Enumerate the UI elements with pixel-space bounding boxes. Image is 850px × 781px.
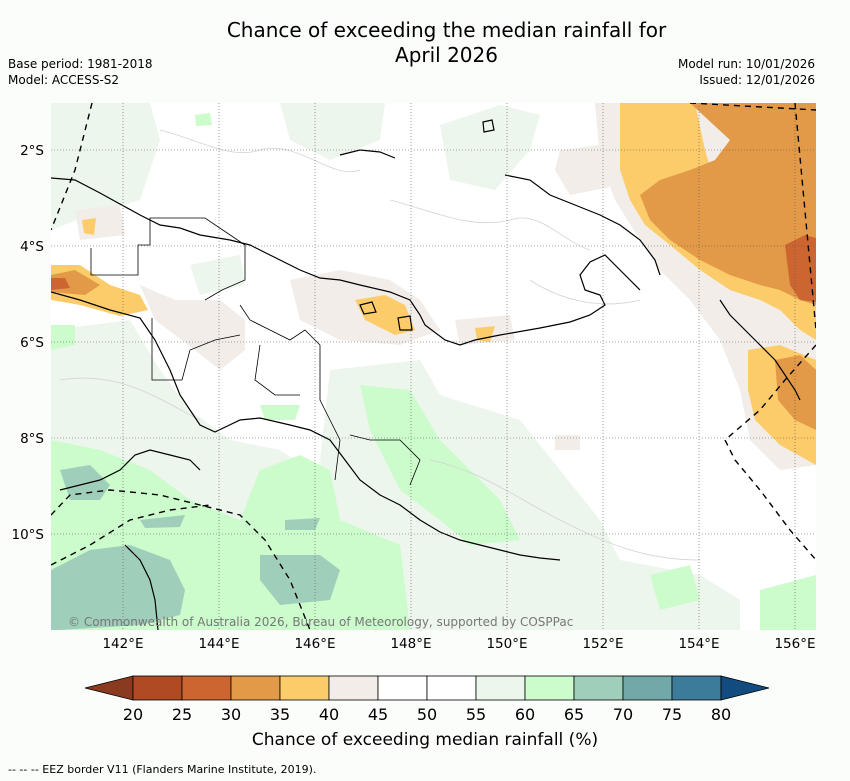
patch-65-70-sw — [51, 545, 185, 630]
colorbar-swatch — [279, 675, 330, 701]
patch-55-60-n — [280, 103, 385, 160]
graticule — [51, 103, 816, 630]
patch-60-65-west — [51, 325, 75, 350]
lat-label: 10°S — [12, 527, 45, 543]
colorbar-under-triangle — [84, 675, 134, 701]
lat-label: 4°S — [20, 239, 44, 255]
colorbar-swatch — [377, 675, 428, 701]
colorbar-swatch — [524, 675, 575, 701]
colorbar — [84, 675, 770, 701]
patch-65-70-coral-sea — [260, 555, 340, 605]
lon-label: 144°E — [198, 636, 239, 652]
colorbar-tick: 65 — [563, 705, 585, 724]
longitude-labels: 142°E 144°E 146°E 148°E 150°E 152°E 154°… — [102, 636, 815, 652]
colorbar-over-triangle — [720, 675, 770, 701]
patch-60-65-north — [195, 113, 212, 126]
lon-label: 148°E — [390, 636, 431, 652]
colorbar-tick: 75 — [661, 705, 683, 724]
colorbar-swatch — [573, 675, 624, 701]
lon-label: 142°E — [102, 636, 143, 652]
colorbar-tick: 80 — [710, 705, 732, 724]
lat-label: 6°S — [20, 335, 44, 351]
colorbar-tick: 60 — [514, 705, 536, 724]
eez-borders — [51, 103, 816, 630]
patch-30-35-ne — [640, 103, 816, 305]
lon-label: 150°E — [486, 636, 527, 652]
patch-55-60-ne — [440, 105, 540, 190]
coastlines — [51, 119, 801, 630]
right-metadata: Model run: 10/01/2026 Issued: 12/01/2026 — [678, 56, 815, 88]
province-borders — [90, 217, 421, 486]
patch-25-30-east — [785, 235, 816, 302]
patch-65-70-small — [140, 515, 185, 528]
colorbar-label: Chance of exceeding median rainfall (%) — [251, 730, 599, 750]
colorbar-tick: 50 — [416, 705, 438, 724]
left-metadata: Base period: 1981-2018 Model: ACCESS-S2 — [8, 56, 153, 88]
colorbar-tick: 35 — [269, 705, 291, 724]
patch-30-35-west — [51, 270, 100, 295]
colorbar-tick: 25 — [171, 705, 193, 724]
model-text: Model: ACCESS-S2 — [8, 73, 120, 87]
colorbar-swatch — [328, 675, 379, 701]
colorbar-tick: 20 — [122, 705, 144, 724]
patch-25-30-west — [51, 278, 70, 290]
patch-30-35-east — [775, 355, 816, 430]
patch-65-70-small-2 — [285, 518, 320, 530]
patch-60-65-central — [360, 385, 520, 545]
title-line-1: Chance of exceeding the median rainfall … — [226, 18, 667, 42]
colorbar-tick: 30 — [220, 705, 242, 724]
colorbar-tick: 55 — [465, 705, 487, 724]
colorbar-swatch — [230, 675, 281, 701]
model-run-text: Model run: 10/01/2026 — [677, 57, 815, 71]
eez-footnote: -- -- -- EEZ border V11 (Flanders Marine… — [8, 763, 317, 776]
issued-text: Issued: 12/01/2026 — [699, 73, 815, 87]
colorbar-swatch — [181, 675, 232, 701]
colorbar-swatch — [475, 675, 526, 701]
patch-60-65-small — [260, 405, 300, 420]
copyright-text: © Commonwealth of Australia 2026, Bureau… — [68, 615, 573, 629]
colorbar-swatch — [426, 675, 477, 701]
lon-label: 152°E — [582, 636, 623, 652]
title-line-2: April 2026 — [395, 43, 498, 67]
map-title: Chance of exceeding the median rainfall … — [0, 18, 850, 68]
lat-label: 2°S — [20, 143, 44, 159]
patch-35-40-tiny — [82, 218, 96, 235]
colorbar-swatch — [622, 675, 673, 701]
colorbar-swatch — [132, 675, 183, 701]
patch-55-60-nw — [51, 103, 160, 230]
map-field: © Commonwealth of Australia 2026, Bureau… — [51, 103, 816, 630]
patch-40-45-west-2 — [140, 285, 245, 370]
patch-35-40-small — [475, 326, 495, 342]
colorbar-tick: 40 — [318, 705, 340, 724]
patch-55-60-mid — [190, 255, 245, 295]
lon-label: 154°E — [678, 636, 719, 652]
patch-60-65-se — [650, 565, 700, 610]
lon-label: 146°E — [294, 636, 335, 652]
patch-40-45-small — [555, 435, 580, 450]
contour-lines — [59, 129, 701, 561]
lat-label: 8°S — [20, 431, 44, 447]
lon-label: 156°E — [774, 636, 815, 652]
colorbar-tick: 70 — [612, 705, 634, 724]
colorbar-swatch — [671, 675, 722, 701]
patch-60-65-se-corner — [760, 575, 816, 630]
patch-35-40-central — [355, 295, 415, 335]
latitude-labels: 2°S 4°S 6°S 8°S 10°S — [12, 143, 45, 543]
colorbar-tick: 45 — [367, 705, 389, 724]
base-period-text: Base period: 1981-2018 — [8, 57, 153, 71]
